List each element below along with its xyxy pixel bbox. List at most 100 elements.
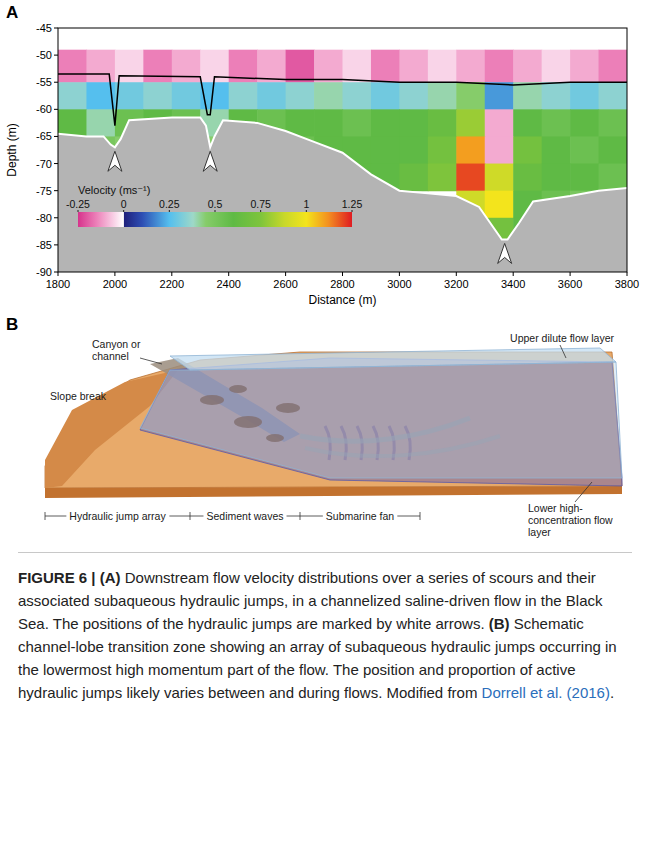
lower-layer-label-line: layer xyxy=(528,526,551,538)
flow-interface xyxy=(58,74,627,126)
lower-flow-layer xyxy=(140,358,622,486)
velocity-cell xyxy=(485,82,514,110)
y-tick-label: -55 xyxy=(36,76,52,88)
x-tick xyxy=(627,272,628,276)
caption-bold: (B) xyxy=(489,615,510,632)
x-tick-label: 2200 xyxy=(160,278,184,290)
velocity-cell xyxy=(371,109,400,137)
seabed-fill xyxy=(58,117,627,272)
velocity-cell xyxy=(456,136,485,164)
channel-label: Canyon orchannel xyxy=(92,338,141,362)
plot-background xyxy=(58,28,627,272)
velocity-cell xyxy=(58,82,87,110)
slope-break-label: Slope break xyxy=(50,390,107,402)
colorbar-tick xyxy=(260,210,261,212)
y-tick xyxy=(54,272,58,273)
x-tick xyxy=(114,272,115,276)
velocity-cell xyxy=(399,50,428,83)
velocity-cell xyxy=(599,109,627,137)
zone-label: Sediment waves xyxy=(206,510,283,522)
y-tick xyxy=(54,28,58,29)
velocity-cell xyxy=(314,82,343,110)
x-tick-label: 2400 xyxy=(216,278,240,290)
caption: FIGURE 6 | (A) Downstream flow velocity … xyxy=(18,566,632,704)
caption-link[interactable]: Dorrell et al. (2016) xyxy=(482,684,610,701)
velocity-cell xyxy=(542,109,571,137)
velocity-cell xyxy=(428,164,457,192)
y-tick xyxy=(54,55,58,56)
velocity-cell xyxy=(513,109,542,137)
caption-bold: (A) xyxy=(100,569,121,586)
velocity-cell xyxy=(570,109,599,137)
zone-label-bg xyxy=(323,510,397,522)
velocity-cell xyxy=(143,82,172,110)
zone-boundary xyxy=(420,512,421,520)
x-tick xyxy=(513,272,514,276)
x-tick xyxy=(228,272,229,276)
velocity-cell xyxy=(399,164,428,192)
colorbar-tick xyxy=(123,210,124,212)
y-tick-label: -80 xyxy=(36,212,52,224)
colorbar-tick-label: 0 xyxy=(121,198,127,210)
velocity-cell xyxy=(513,82,542,110)
plot-area xyxy=(58,28,627,272)
x-tick xyxy=(456,272,457,276)
velocity-cell xyxy=(229,82,258,110)
x-tick xyxy=(285,272,286,276)
zone-boundary xyxy=(45,512,46,520)
y-tick-label: -70 xyxy=(36,158,52,170)
velocity-cell xyxy=(456,109,485,137)
velocity-cell xyxy=(86,109,115,137)
x-tick xyxy=(399,272,400,276)
channel-label-line: channel xyxy=(92,350,129,362)
zone-label-bg xyxy=(203,510,286,522)
velocity-cell xyxy=(428,109,457,137)
x-tick-label: 3000 xyxy=(387,278,411,290)
schematic: Canyon orchannelSlope breakUpper dilute … xyxy=(45,332,622,538)
y-tick-label: -90 xyxy=(36,266,52,278)
x-tick-label: 3600 xyxy=(558,278,582,290)
velocity-cell xyxy=(599,50,627,83)
x-axis-title: Distance (m) xyxy=(308,293,376,307)
velocity-cell xyxy=(58,109,87,137)
colorbar-tick xyxy=(306,210,307,212)
axes: 1800200022002400260028003000320034003600… xyxy=(5,22,639,307)
velocity-cell xyxy=(399,136,428,164)
velocity-cell xyxy=(570,136,599,164)
leader-line xyxy=(560,345,566,358)
velocity-cell xyxy=(286,82,315,110)
colorbar-tick-label: 0.75 xyxy=(250,198,271,210)
y-tick xyxy=(54,244,58,245)
colorbar-title: Velocity (ms⁻¹) xyxy=(78,184,150,196)
velocity-cell xyxy=(371,82,400,110)
velocity-cell xyxy=(570,50,599,83)
channel-label-line: Canyon or xyxy=(92,338,141,350)
velocity-cell xyxy=(172,50,201,83)
velocity-cell xyxy=(513,136,542,164)
zone-boundary xyxy=(190,512,191,520)
y-tick xyxy=(54,163,58,164)
y-tick xyxy=(54,190,58,191)
figure-svg: -0.2500.250.50.7511.25Velocity (ms⁻¹)180… xyxy=(0,0,652,555)
y-tick-label: -65 xyxy=(36,130,52,142)
velocity-cell xyxy=(456,82,485,110)
velocity-cell xyxy=(428,82,457,110)
velocity-cell xyxy=(542,50,571,83)
y-tick xyxy=(54,82,58,83)
velocity-cell xyxy=(86,50,115,83)
velocity-cell xyxy=(513,50,542,83)
velocity-cell xyxy=(599,82,627,110)
y-tick xyxy=(54,109,58,110)
velocity-cell xyxy=(570,164,599,192)
caption-bold: FIGURE 6 | xyxy=(18,569,100,586)
leader-line xyxy=(140,358,162,364)
x-tick xyxy=(570,272,571,276)
y-tick-label: -60 xyxy=(36,103,52,115)
zone-label: Submarine fan xyxy=(326,510,394,522)
velocity-cell xyxy=(428,50,457,83)
zone-label: Hydraulic jump array xyxy=(69,510,166,522)
colorbar-tick-label: 0.5 xyxy=(208,198,223,210)
x-tick-label: 2800 xyxy=(330,278,354,290)
velocity-cell xyxy=(399,109,428,137)
colorbar-tick-label: 1 xyxy=(303,198,309,210)
